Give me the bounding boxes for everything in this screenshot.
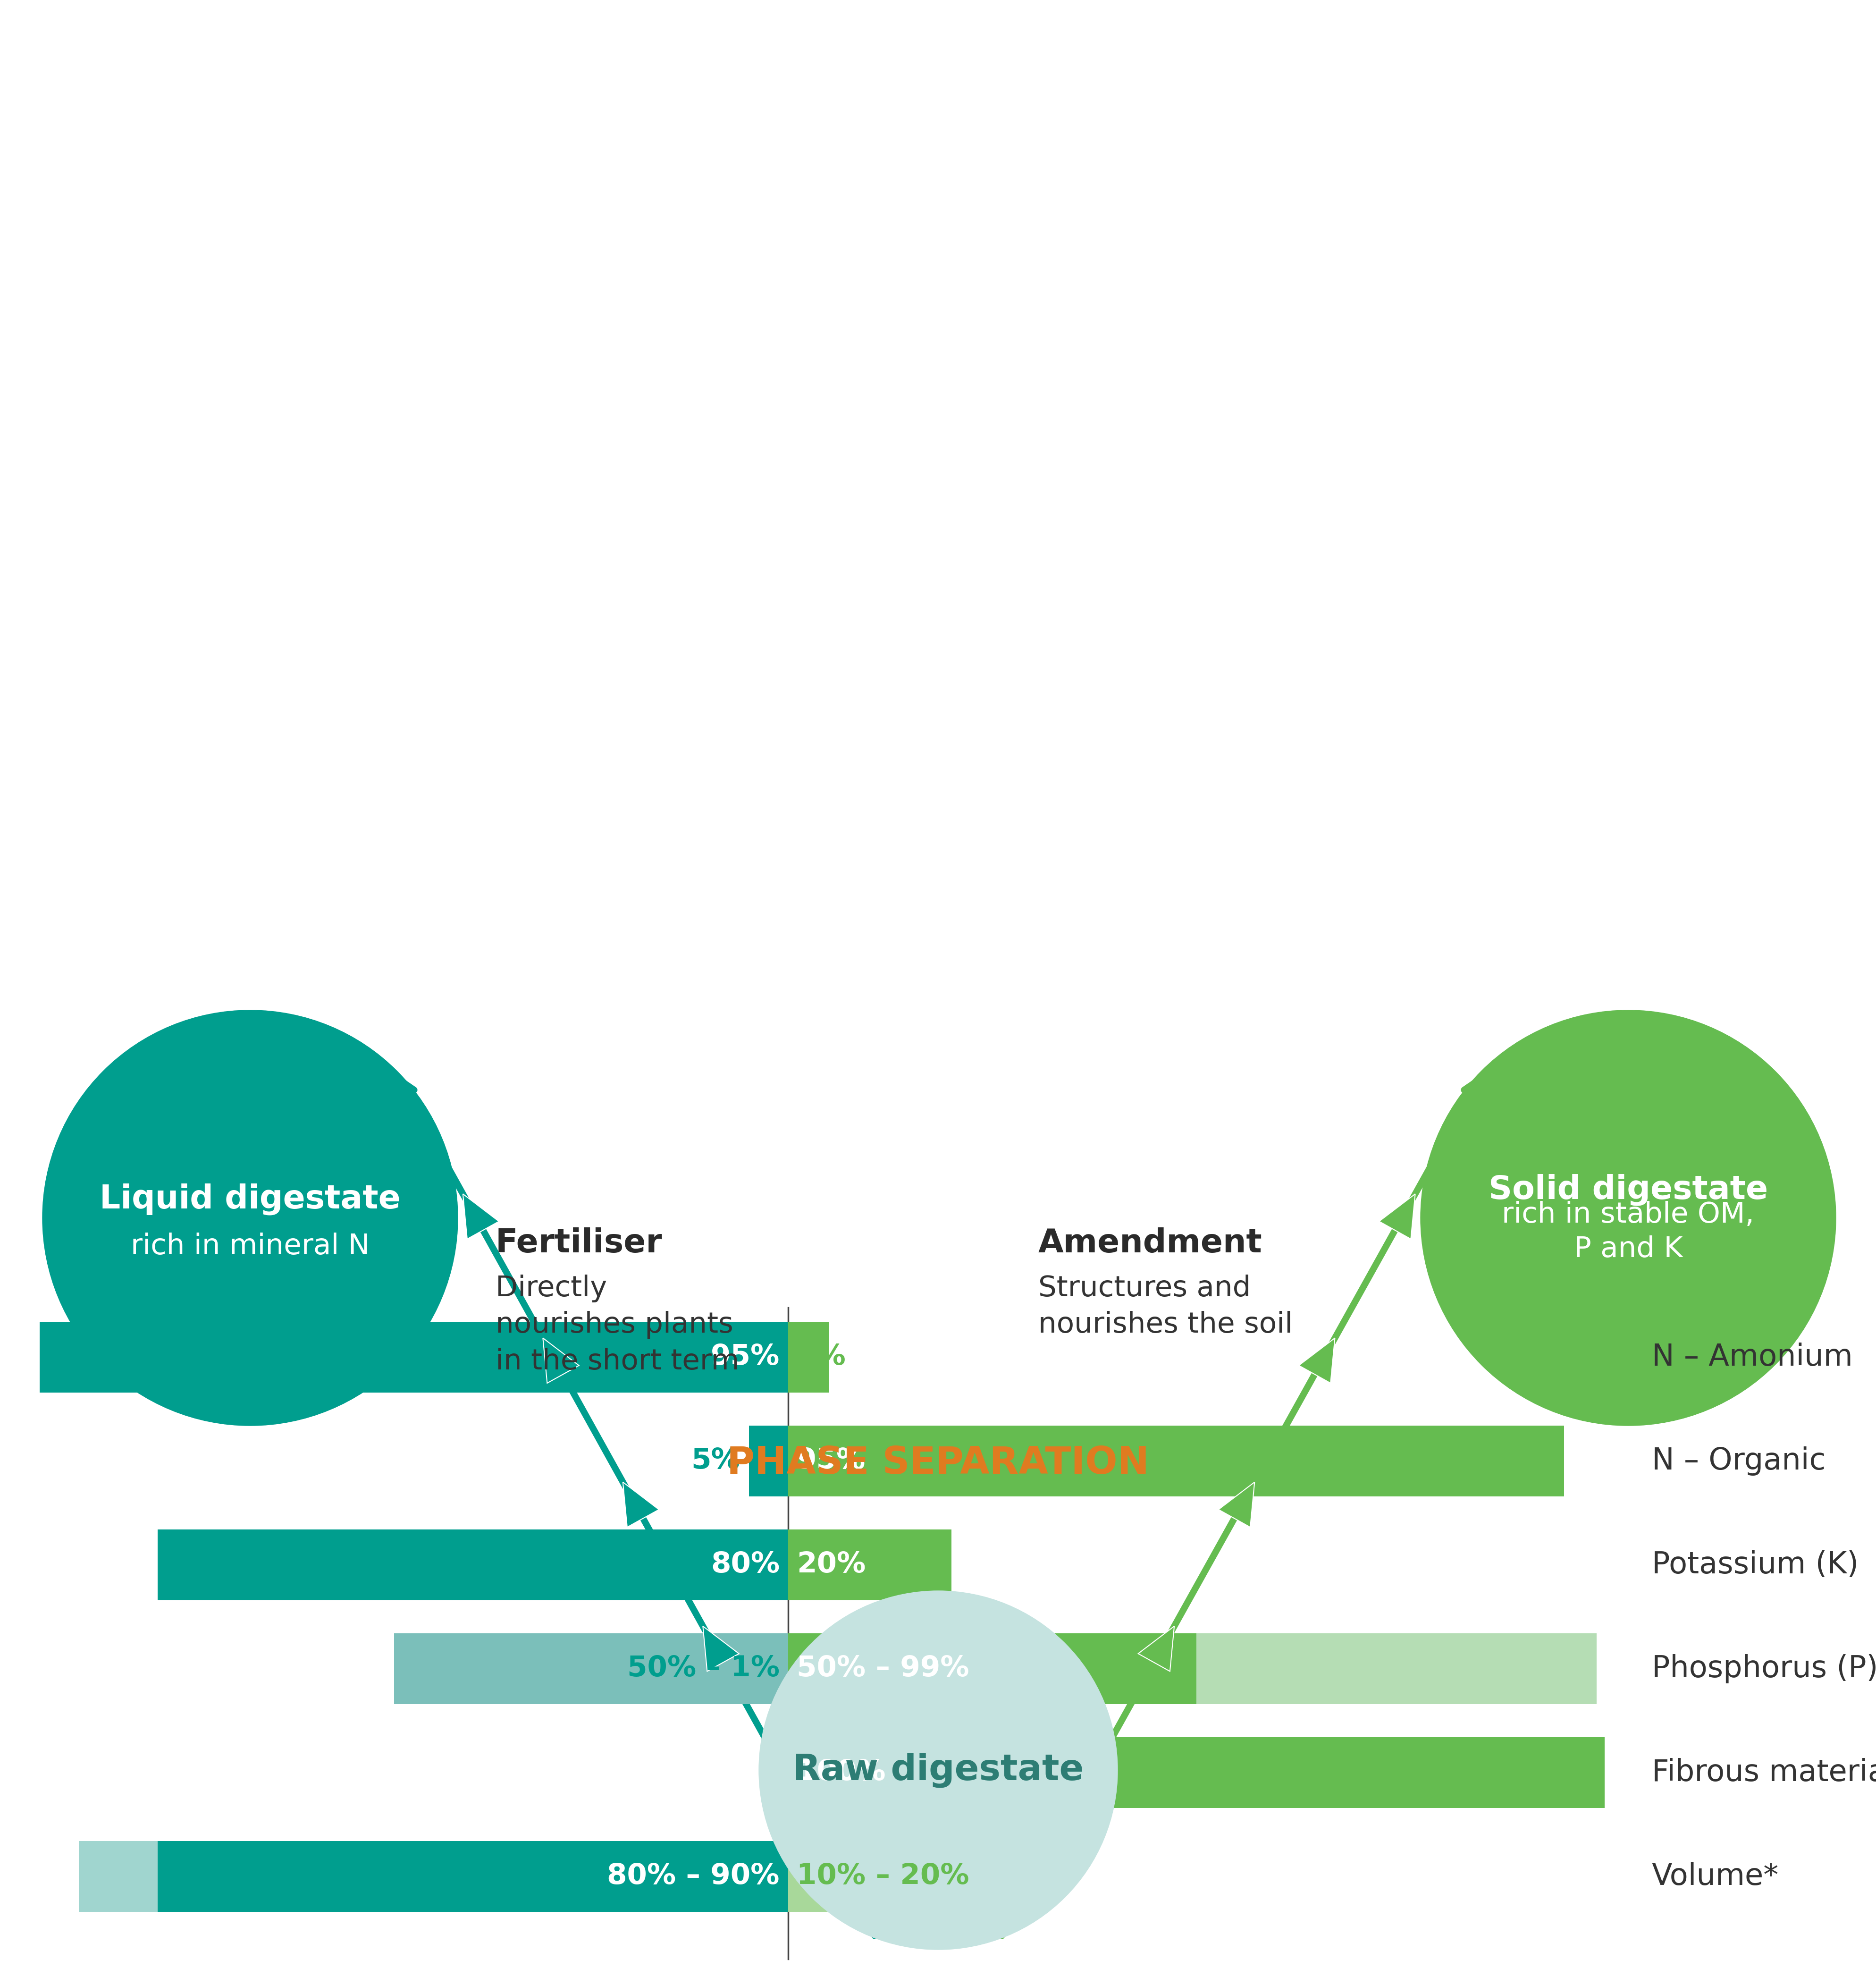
Bar (870, 1840, 951, 1912)
Circle shape (43, 1010, 458, 1425)
Polygon shape (1139, 1626, 1174, 1671)
Polygon shape (1219, 1483, 1255, 1526)
Text: 95%: 95% (711, 1344, 780, 1372)
Text: rich in mineral N: rich in mineral N (131, 1233, 370, 1260)
Text: 95%: 95% (797, 1447, 865, 1475)
Text: 80% – 90%: 80% – 90% (608, 1862, 780, 1890)
Bar (394, 1634, 788, 1705)
Bar (158, 1530, 788, 1600)
Polygon shape (542, 1338, 580, 1384)
Bar (788, 1322, 829, 1393)
Polygon shape (1058, 1771, 1094, 1816)
Text: 5%: 5% (690, 1447, 741, 1475)
Text: Liquid digestate: Liquid digestate (99, 1183, 401, 1215)
Polygon shape (463, 1193, 499, 1239)
Text: 80%: 80% (711, 1550, 780, 1578)
Polygon shape (782, 1771, 820, 1816)
Bar (158, 1840, 788, 1912)
Bar (788, 1840, 870, 1912)
Text: Solid digestate: Solid digestate (1488, 1173, 1767, 1205)
Text: 50% – 99%: 50% – 99% (797, 1655, 970, 1683)
Circle shape (760, 1590, 1118, 1949)
Text: 100%: 100% (797, 1759, 885, 1786)
Text: Volume*: Volume* (1653, 1862, 1778, 1892)
Text: 10% – 20%: 10% – 20% (797, 1862, 970, 1890)
Bar (394, 1634, 788, 1705)
Bar (1197, 1634, 1596, 1705)
Polygon shape (1298, 1338, 1336, 1384)
Circle shape (1420, 1010, 1837, 1425)
Text: N – Amonium: N – Amonium (1653, 1342, 1853, 1372)
Text: N – Organic: N – Organic (1653, 1447, 1825, 1475)
Bar (39, 1322, 788, 1393)
Text: Raw digestate: Raw digestate (794, 1753, 1084, 1788)
Text: Amendment: Amendment (1037, 1227, 1263, 1258)
Text: Structures and
nourishes the soil: Structures and nourishes the soil (1037, 1274, 1293, 1340)
Text: PHASE SEPARATION: PHASE SEPARATION (728, 1445, 1150, 1481)
Text: rich in stable OM,
P and K: rich in stable OM, P and K (1503, 1201, 1754, 1262)
Text: 20%: 20% (797, 1550, 865, 1578)
Polygon shape (1379, 1193, 1415, 1239)
Text: 5%: 5% (797, 1344, 846, 1372)
Text: Potassium (K): Potassium (K) (1653, 1550, 1859, 1580)
Text: Directly
nourishes plants
in the short term: Directly nourishes plants in the short t… (495, 1274, 739, 1376)
Bar (788, 1530, 951, 1600)
Bar (788, 1737, 1604, 1808)
Polygon shape (623, 1483, 658, 1526)
Bar (788, 1634, 1197, 1705)
Text: Fibrous material: Fibrous material (1653, 1759, 1876, 1786)
Bar (788, 1425, 1565, 1497)
Polygon shape (704, 1626, 739, 1671)
Text: 50% – 1%: 50% – 1% (627, 1655, 780, 1683)
Text: Phosphorus (P)*: Phosphorus (P)* (1653, 1654, 1876, 1683)
Bar (79, 1840, 788, 1912)
Text: Fertiliser: Fertiliser (495, 1227, 662, 1258)
Bar (749, 1425, 788, 1497)
